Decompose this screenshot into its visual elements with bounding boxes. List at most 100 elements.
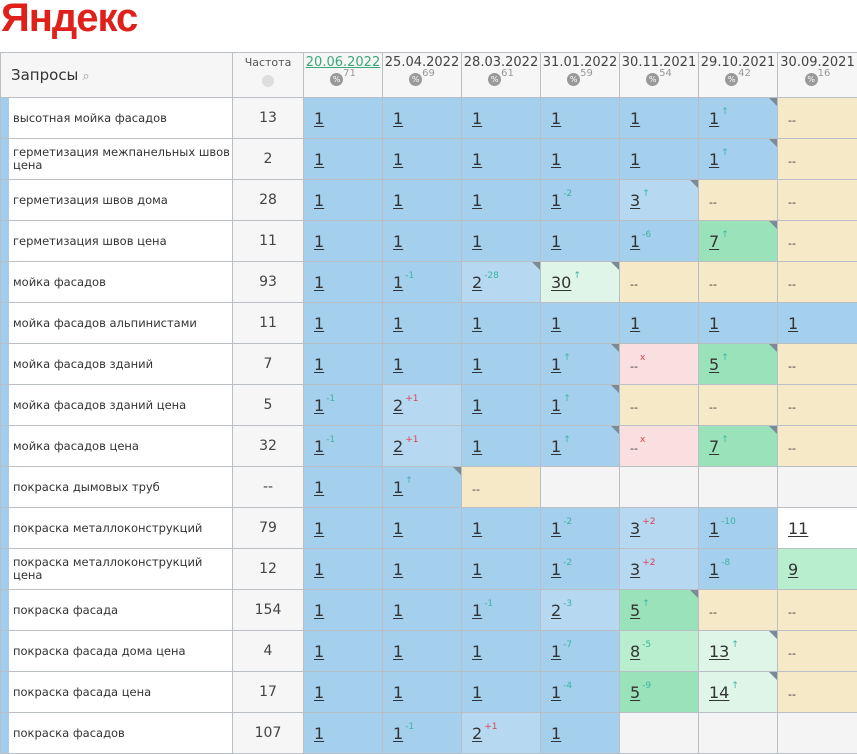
position-cell[interactable]: 1-8	[699, 549, 778, 590]
position-value[interactable]: 1	[709, 109, 719, 128]
position-value[interactable]: --	[630, 401, 638, 414]
position-value[interactable]: 1	[314, 642, 324, 661]
position-cell[interactable]: 1	[304, 631, 383, 672]
position-value[interactable]: 1	[472, 109, 482, 128]
position-value[interactable]: 1	[630, 150, 640, 169]
position-cell[interactable]: 1↑	[541, 426, 620, 467]
position-cell[interactable]	[778, 467, 857, 508]
date-column-header[interactable]: 29.10.2021%42	[699, 53, 778, 98]
position-cell[interactable]: 1	[462, 139, 541, 180]
position-cell[interactable]: 1-1	[462, 590, 541, 631]
position-cell[interactable]: --	[778, 139, 857, 180]
position-value[interactable]: --	[788, 647, 796, 660]
position-cell[interactable]: 14↑	[699, 672, 778, 713]
position-value[interactable]: 1	[709, 314, 719, 333]
position-cell[interactable]: --	[778, 344, 857, 385]
position-cell[interactable]: 1-2	[541, 508, 620, 549]
position-cell[interactable]: 1	[383, 508, 462, 549]
position-value[interactable]: 1	[393, 519, 403, 538]
position-value[interactable]: 3	[630, 519, 640, 538]
position-cell[interactable]: 1	[304, 508, 383, 549]
position-cell[interactable]: 1	[383, 139, 462, 180]
position-value[interactable]: --	[709, 196, 717, 209]
position-value[interactable]: 1	[472, 314, 482, 333]
position-cell[interactable]	[699, 713, 778, 754]
position-cell[interactable]: 1	[541, 221, 620, 262]
position-cell[interactable]: 1	[462, 344, 541, 385]
position-value[interactable]: 1	[551, 191, 561, 210]
position-value[interactable]: 1	[472, 355, 482, 374]
position-value[interactable]: 1	[472, 437, 482, 456]
position-value[interactable]: 1	[630, 314, 640, 333]
position-cell[interactable]: 2-28	[462, 262, 541, 303]
position-value[interactable]: 1	[630, 232, 640, 251]
position-value[interactable]: 14	[709, 683, 729, 702]
position-value[interactable]: 13	[709, 642, 729, 661]
position-cell[interactable]: 1	[304, 467, 383, 508]
position-cell[interactable]: 1-1	[383, 713, 462, 754]
position-cell[interactable]: --	[778, 180, 857, 221]
position-cell[interactable]: --	[778, 98, 857, 139]
position-value[interactable]: 1	[314, 273, 324, 292]
position-cell[interactable]: 1↑	[383, 467, 462, 508]
position-cell[interactable]: 1	[620, 98, 699, 139]
query-cell[interactable]: герметизация межпанельных швов цена	[1, 139, 233, 180]
position-cell[interactable]: 1	[462, 385, 541, 426]
position-value[interactable]: --	[788, 278, 796, 291]
query-cell[interactable]: покраска металлоконструкций	[1, 508, 233, 549]
position-cell[interactable]	[778, 713, 857, 754]
position-value[interactable]: 1	[551, 314, 561, 333]
position-value[interactable]: 2	[472, 273, 482, 292]
position-value[interactable]: 1	[393, 683, 403, 702]
position-value[interactable]: 1	[551, 560, 561, 579]
position-value[interactable]: 1	[551, 519, 561, 538]
date-column-header[interactable]: 25.04.2022%69	[383, 53, 462, 98]
position-cell[interactable]: 1-7	[541, 631, 620, 672]
position-cell[interactable]: 3+2	[620, 549, 699, 590]
position-cell[interactable]: 1-2	[541, 549, 620, 590]
position-value[interactable]: --	[709, 278, 717, 291]
position-cell[interactable]: 1	[304, 139, 383, 180]
position-value[interactable]: --	[788, 196, 796, 209]
position-value[interactable]: 1	[630, 109, 640, 128]
position-cell[interactable]: 1	[462, 631, 541, 672]
position-value[interactable]: 1	[393, 724, 403, 743]
position-cell[interactable]: 1	[462, 508, 541, 549]
position-value[interactable]: 1	[551, 396, 561, 415]
position-value[interactable]: 1	[314, 191, 324, 210]
position-value[interactable]: 3	[630, 560, 640, 579]
position-value[interactable]: 1	[551, 437, 561, 456]
query-cell[interactable]: покраска фасада дома цена	[1, 631, 233, 672]
position-cell[interactable]: 3+2	[620, 508, 699, 549]
position-value[interactable]: 1	[393, 273, 403, 292]
query-cell[interactable]: покраска фасада цена	[1, 672, 233, 713]
position-value[interactable]: 1	[314, 683, 324, 702]
position-value[interactable]: 5	[630, 601, 640, 620]
percent-icon[interactable]: %	[567, 73, 580, 86]
position-cell[interactable]: 1	[541, 98, 620, 139]
position-cell[interactable]	[620, 467, 699, 508]
position-value[interactable]: --	[630, 278, 638, 291]
position-cell[interactable]: --	[778, 672, 857, 713]
position-cell[interactable]: 3↑	[620, 180, 699, 221]
position-cell[interactable]: 1-4	[541, 672, 620, 713]
position-cell[interactable]: --	[699, 590, 778, 631]
position-value[interactable]: 1	[472, 396, 482, 415]
position-value[interactable]: 1	[551, 150, 561, 169]
position-cell[interactable]: --	[778, 221, 857, 262]
globe-icon[interactable]	[262, 75, 274, 87]
position-cell[interactable]: 1	[462, 98, 541, 139]
position-cell[interactable]: 1	[383, 631, 462, 672]
position-cell[interactable]: 1	[304, 303, 383, 344]
position-cell[interactable]: --	[778, 262, 857, 303]
position-cell[interactable]: 1	[304, 221, 383, 262]
position-cell[interactable]: 2-3	[541, 590, 620, 631]
position-value[interactable]: 1	[393, 642, 403, 661]
position-value[interactable]: 1	[393, 601, 403, 620]
position-value[interactable]: --	[788, 688, 796, 701]
position-cell[interactable]: 1	[383, 180, 462, 221]
percent-icon[interactable]: %	[330, 73, 343, 86]
position-value[interactable]: --	[788, 360, 796, 373]
position-value[interactable]: 5	[709, 355, 719, 374]
position-cell[interactable]: 1	[462, 672, 541, 713]
